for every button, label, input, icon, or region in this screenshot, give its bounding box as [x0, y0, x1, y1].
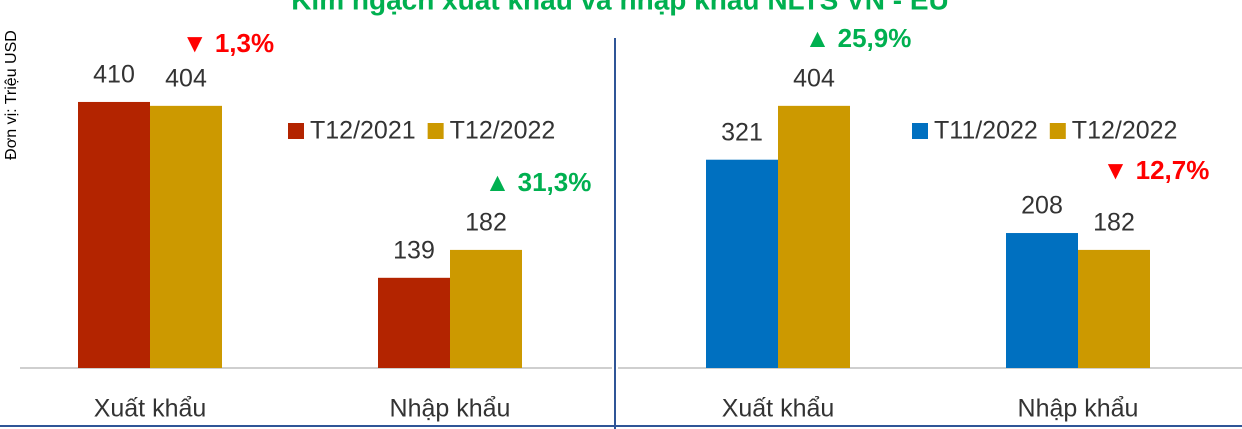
bar: [450, 249, 522, 368]
x-tick-label: Nhập khẩu: [1018, 395, 1139, 423]
bar: [1078, 249, 1150, 368]
bar: [78, 101, 150, 368]
chart-title: Kim ngạch xuất khẩu và nhập khẩu NLTS VN…: [291, 0, 949, 15]
legend-swatch: [1049, 123, 1066, 139]
bar: [1006, 233, 1078, 368]
bar: [706, 159, 778, 368]
value-label: 321: [721, 118, 763, 146]
value-label: 404: [165, 64, 207, 92]
legend-label: T12/2022: [1072, 117, 1178, 145]
x-tick-label: Nhập khẩu: [390, 395, 511, 423]
legend-swatch: [912, 123, 928, 139]
value-label: 139: [393, 236, 435, 264]
annotation: ▲ 31,3%: [485, 167, 592, 197]
bar: [378, 277, 450, 368]
bar: [150, 105, 222, 369]
legend-label: T12/2021: [310, 117, 416, 145]
value-label: 410: [93, 61, 135, 89]
annotation: ▲ 25,9%: [805, 23, 912, 53]
bar: [778, 105, 850, 369]
annotation: ▼ 12,7%: [1103, 155, 1210, 185]
value-label: 182: [1093, 209, 1135, 237]
x-tick-label: Xuất khẩu: [722, 395, 835, 423]
value-label: 404: [793, 64, 835, 92]
legend-label: T12/2022: [450, 117, 556, 145]
x-tick-label: Xuất khẩu: [94, 395, 207, 423]
value-label: 182: [465, 209, 507, 237]
annotation: ▼ 1,3%: [182, 28, 274, 58]
y-axis-label: Đơn vị: Triệu USD: [3, 30, 20, 160]
legend-swatch: [427, 123, 444, 139]
legend-swatch: [288, 123, 304, 139]
value-label: 208: [1021, 192, 1063, 220]
legend-label: T11/2022: [934, 117, 1038, 145]
